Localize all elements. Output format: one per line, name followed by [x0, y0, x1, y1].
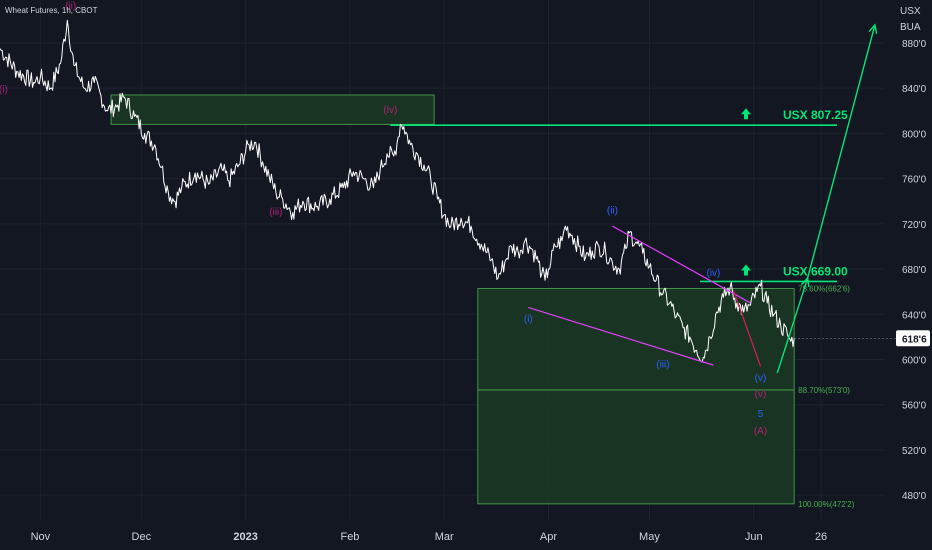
x-tick-label: Jun: [745, 531, 763, 543]
current-price-label: 618'6: [902, 334, 927, 345]
wave-label: (A): [754, 426, 767, 437]
wave-label: (iii): [656, 359, 669, 370]
wave-label: (i): [0, 85, 8, 96]
currency-top: USX: [900, 6, 921, 17]
zones: 78.60%(662'6) 88.70%(573'0) 100.00%(472'2): [110, 94, 855, 509]
up-arrow-icon: [741, 264, 751, 276]
y-tick-label: 880'0: [902, 39, 927, 50]
up-arrow-icon: [741, 108, 751, 120]
target-label-0: USX 807.25: [783, 108, 848, 122]
y-tick-label: 480'0: [902, 491, 927, 502]
x-tick-label: Feb: [340, 531, 359, 543]
wave-label: (iv): [706, 268, 720, 279]
chart-title: Wheat Futures, 1h, CBOT: [5, 6, 98, 15]
y-tick-label: 680'0: [902, 265, 927, 276]
y-tick-label: 800'0: [902, 129, 927, 140]
y-tick-label: 600'0: [902, 355, 927, 366]
projection-arrowhead: [868, 23, 878, 34]
wave-label: (v): [755, 373, 767, 384]
wave-label: (v): [755, 389, 767, 400]
projection-arrowhead: [800, 276, 810, 288]
wave-labels: (i) (ii) (iii) (iv) (v) (A) (i) (ii) (iii) (iv) (v…: [0, 1, 767, 437]
wave-leg-red: [733, 290, 762, 367]
wave-label: (i): [524, 314, 533, 325]
x-tick-label: Dec: [132, 531, 152, 543]
y-tick-label: 560'0: [902, 401, 927, 412]
current-price-tag[interactable]: [896, 330, 930, 347]
y-tick-label: 720'0: [902, 220, 927, 231]
zone-2: [477, 389, 795, 505]
target-label-1: USX 669.00: [783, 264, 848, 278]
overlay: [528, 23, 878, 374]
price-line: [0, 19, 795, 363]
zone-1: [477, 288, 795, 391]
x-tick-label: Mar: [435, 531, 454, 543]
x-tick-label: Apr: [540, 531, 557, 543]
y-tick-label: 640'0: [902, 310, 927, 321]
fib-label-2: 100.00%(472'2): [798, 500, 855, 509]
wave-label: (iii): [269, 207, 282, 218]
y-tick-label: 760'0: [902, 175, 927, 186]
wave-label: 5: [758, 409, 764, 420]
fib-label-0: 78.60%(662'6): [798, 285, 850, 294]
x-tick-label: Nov: [31, 531, 51, 543]
wave-label: (ii): [65, 1, 76, 12]
currency-bottom: BUA: [900, 22, 921, 33]
channel-line-1: [528, 306, 714, 366]
price-series: [0, 19, 795, 363]
y-tick-label: 840'0: [902, 84, 927, 95]
wave-label: (ii): [607, 206, 618, 217]
annotation-lines: USX 807.25 USX 669.00: [390, 108, 848, 283]
x-tick-label: 26: [815, 531, 827, 543]
fib-label-1: 88.70%(573'0): [798, 386, 850, 395]
axes[interactable]: 880'0 840'0 800'0 760'0 720'0 680'0 640'0 600'0…: [31, 39, 930, 543]
x-tick-label: 2023: [233, 531, 257, 543]
x-tick-label: May: [639, 531, 660, 543]
y-tick-label: 520'0: [902, 446, 927, 457]
channel-line-0: [612, 225, 751, 304]
wave-label: (iv): [383, 105, 397, 116]
